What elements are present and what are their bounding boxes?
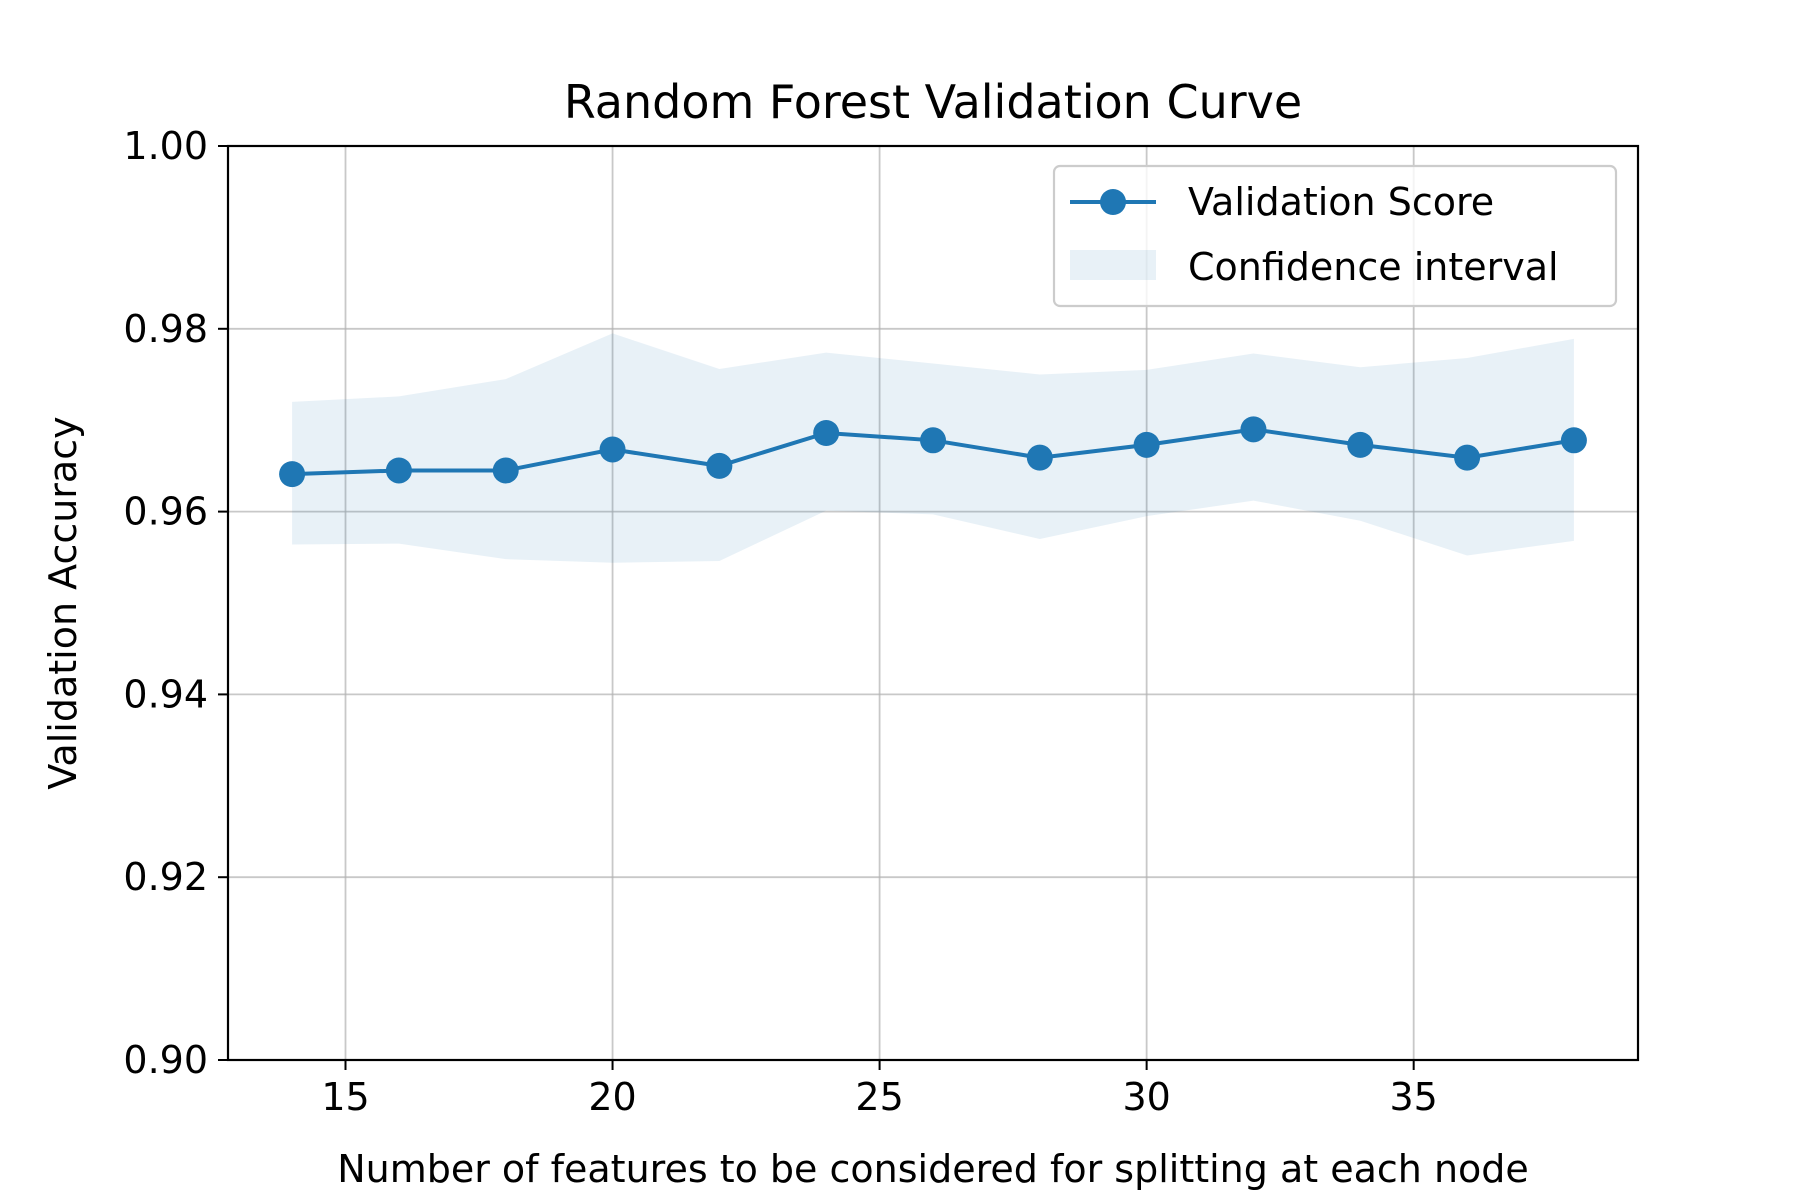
x-tick-label: 35 [1390, 1075, 1438, 1119]
validation-score-point [1347, 431, 1374, 458]
y-axis-ticks: 0.90 0.92 0.94 0.96 0.98 1.00 [123, 124, 228, 1082]
validation-score-point [492, 457, 519, 484]
x-tick-label: 15 [321, 1075, 369, 1119]
legend-band-swatch [1070, 250, 1156, 280]
plot-area [226, 144, 1640, 1062]
validation-score-point [385, 457, 412, 484]
legend: Validation Score Confidence interval [1052, 164, 1618, 308]
y-tick-label: 0.98 [123, 307, 208, 351]
y-axis-label: Validation Accuracy [41, 416, 85, 789]
validation-score-point [279, 461, 306, 488]
legend-label-validation-score: Validation Score [1188, 180, 1494, 224]
validation-score-point [1240, 416, 1267, 443]
x-axis-label: Number of features to be considered for … [337, 1147, 1529, 1191]
legend-label-confidence-interval: Confidence interval [1188, 245, 1559, 289]
legend-box [1052, 164, 1618, 308]
y-tick-label: 0.90 [123, 1038, 208, 1082]
validation-score-point [706, 452, 733, 479]
validation-score-point [920, 427, 946, 454]
y-tick-label: 0.96 [123, 490, 208, 534]
x-tick-label: 20 [588, 1075, 636, 1119]
validation-score-point [1133, 431, 1160, 458]
y-tick-label: 0.94 [123, 672, 208, 716]
y-tick-label: 0.92 [123, 855, 208, 899]
y-tick-label: 1.00 [123, 124, 208, 168]
validation-score-point [1560, 427, 1587, 454]
axes-frame [226, 144, 1640, 1062]
validation-score-point [1026, 444, 1053, 471]
legend-series-marker-swatch [1100, 189, 1126, 215]
chart-title: Random Forest Validation Curve [564, 75, 1302, 129]
x-axis-ticks: 15 20 25 30 35 [321, 1060, 1438, 1119]
validation-score-point [1454, 444, 1481, 471]
validation-score-point [599, 436, 626, 463]
validation-score-point [813, 419, 840, 446]
validation-score-points [279, 416, 1587, 488]
x-tick-label: 25 [855, 1075, 903, 1119]
x-tick-label: 30 [1122, 1075, 1170, 1119]
